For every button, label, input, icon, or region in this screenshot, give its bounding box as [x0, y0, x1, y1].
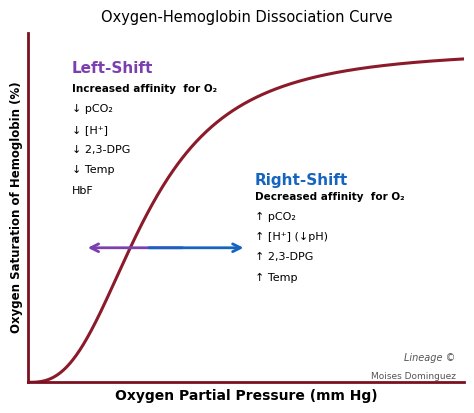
Text: ↓ [H⁺]: ↓ [H⁺] — [72, 125, 108, 135]
X-axis label: Oxygen Partial Pressure (mm Hg): Oxygen Partial Pressure (mm Hg) — [115, 389, 378, 403]
Text: HbF: HbF — [72, 185, 94, 196]
Text: Decreased affinity  for O₂: Decreased affinity for O₂ — [255, 192, 405, 202]
Text: ↑ [H⁺] (↓pH): ↑ [H⁺] (↓pH) — [255, 232, 328, 242]
Text: ↑ 2,3-DPG: ↑ 2,3-DPG — [255, 252, 313, 262]
Text: Right-Shift: Right-Shift — [255, 173, 348, 188]
Text: Lineage ©: Lineage © — [404, 353, 456, 363]
Text: Increased affinity  for O₂: Increased affinity for O₂ — [72, 83, 217, 93]
Text: Left-Shift: Left-Shift — [72, 61, 153, 76]
Title: Oxygen-Hemoglobin Dissociation Curve: Oxygen-Hemoglobin Dissociation Curve — [100, 10, 392, 25]
Text: Moises Dominguez: Moises Dominguez — [371, 372, 456, 381]
Text: ↓ pCO₂: ↓ pCO₂ — [72, 104, 113, 114]
Text: ↑ Temp: ↑ Temp — [255, 273, 298, 282]
Text: ↓ 2,3-DPG: ↓ 2,3-DPG — [72, 145, 130, 155]
Text: ↓ Temp: ↓ Temp — [72, 165, 114, 175]
Text: ↑ pCO₂: ↑ pCO₂ — [255, 212, 296, 222]
Y-axis label: Oxygen Saturation of Hemoglobin (%): Oxygen Saturation of Hemoglobin (%) — [10, 82, 23, 333]
